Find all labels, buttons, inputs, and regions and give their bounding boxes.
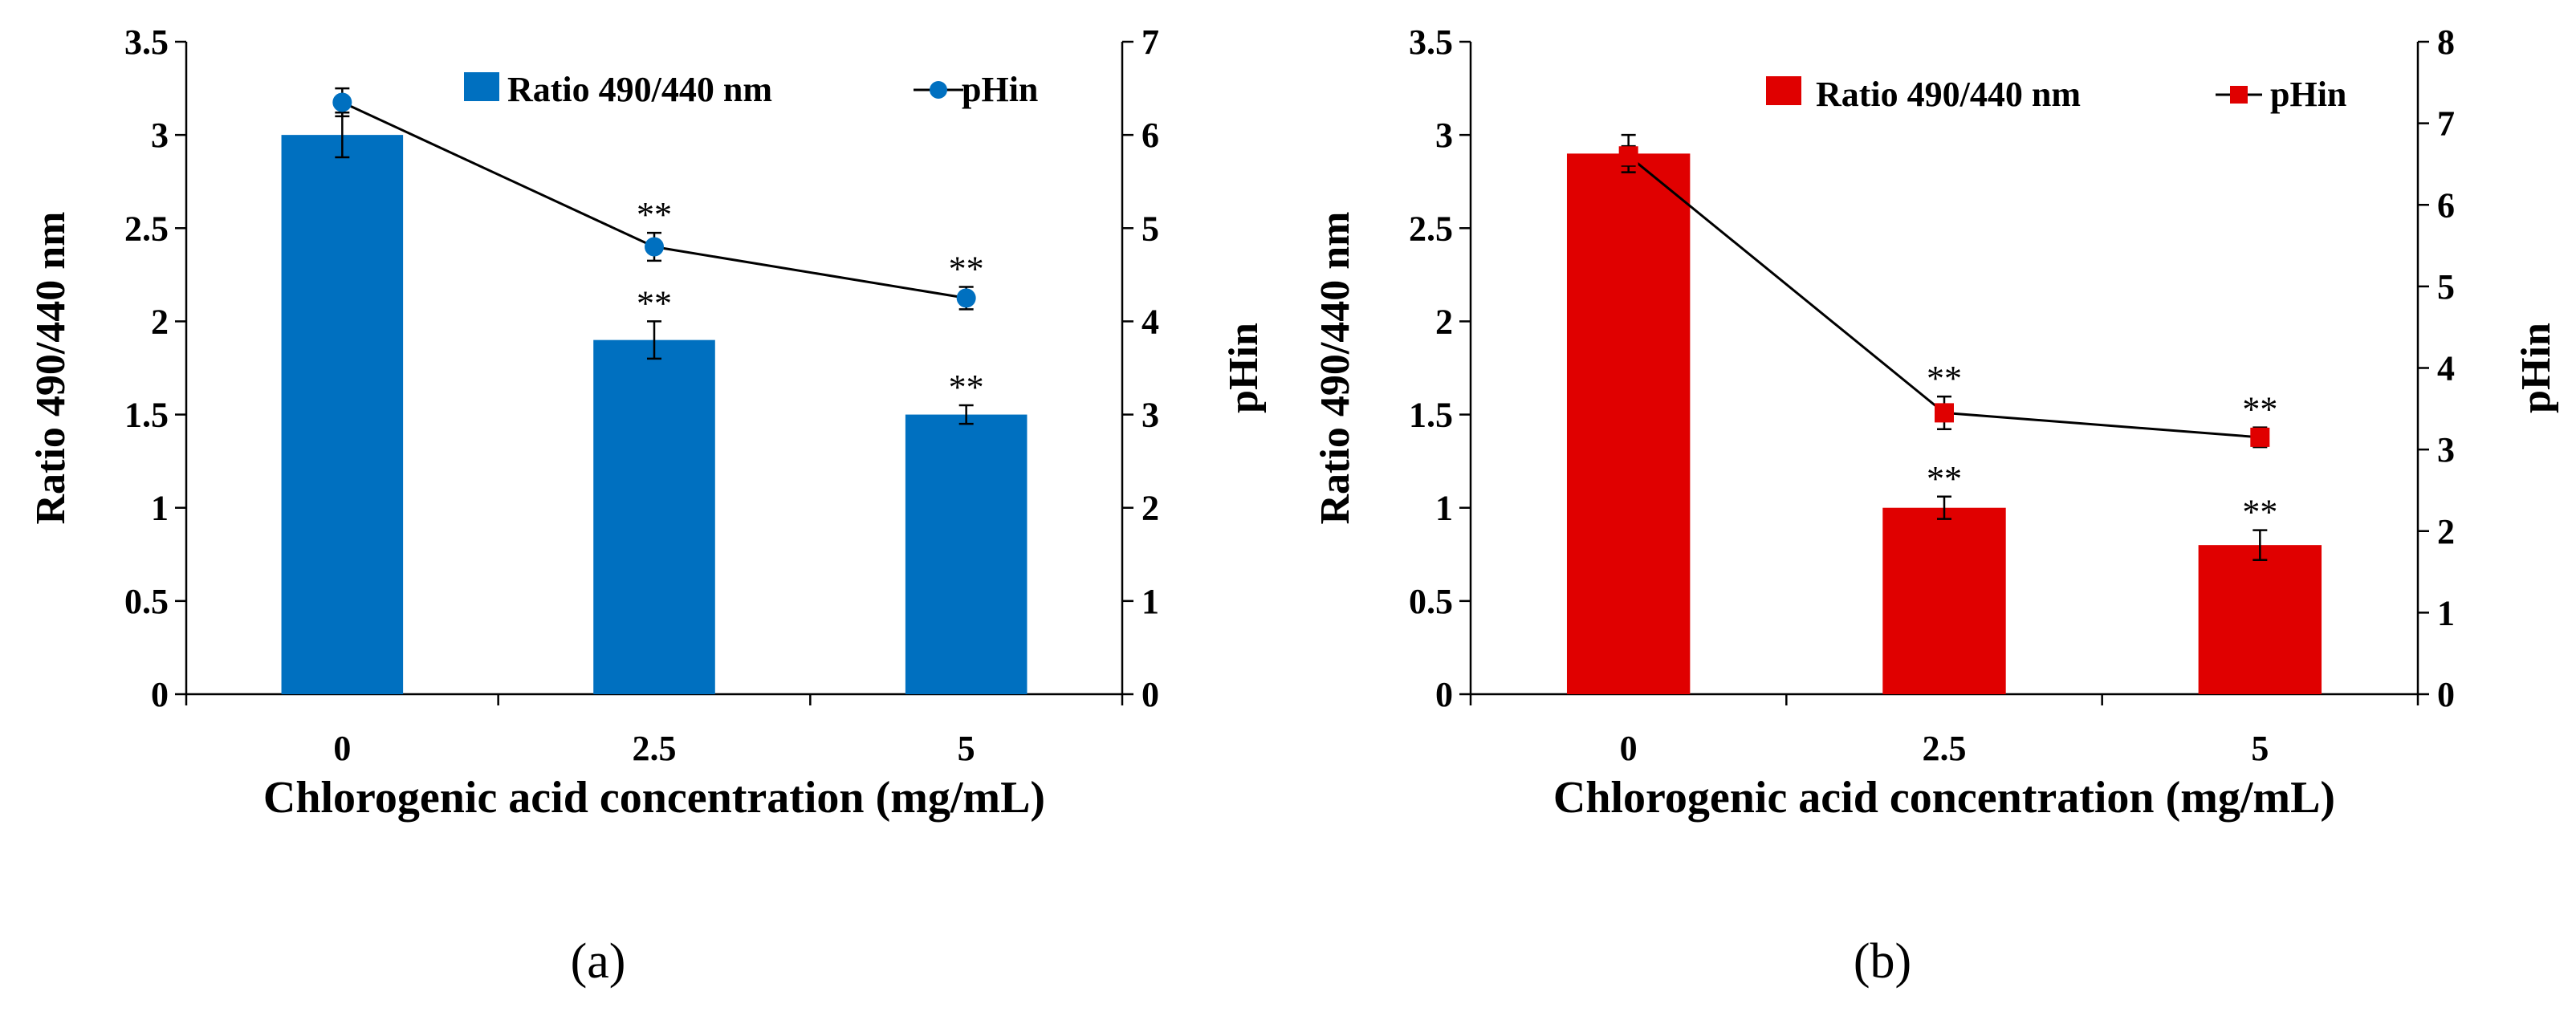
y2-tick-label: 5 <box>1141 209 1159 248</box>
point-significance-label: ** <box>637 195 672 234</box>
phin-point <box>645 237 664 257</box>
point-significance-label: ** <box>949 249 984 288</box>
y-tick-label: 2 <box>151 302 169 341</box>
phin-point <box>956 288 976 308</box>
y2-tick-label: 1 <box>1141 582 1159 621</box>
y-tick-label: 1 <box>151 489 169 528</box>
y-tick-label: 3.5 <box>1409 22 1453 62</box>
phin-point <box>2250 427 2270 447</box>
legend-marker <box>930 81 947 99</box>
panel-label: (b) <box>1854 934 1911 989</box>
y2-axis-title: pHin <box>2513 323 2559 413</box>
y2-tick-label: 7 <box>1141 22 1159 62</box>
legend-bar-swatch <box>464 72 499 101</box>
chart-panel-b: 0 0.5 1 1.5 2 2.5 3 3.5 0 1 2 3 4 5 6 7 8 0 2.5 5 ** ** ** ** Ra… <box>1312 22 2559 989</box>
phin-point <box>1618 146 1638 166</box>
y-tick-label: 3.5 <box>124 22 169 62</box>
legend-bar-swatch <box>1766 76 1801 105</box>
bar <box>281 135 404 695</box>
legend-line-label: pHin <box>962 70 1038 109</box>
legend-bar-label: Ratio 490/440 nm <box>507 70 772 109</box>
y-tick-label: 0.5 <box>124 582 169 621</box>
y2-tick-label: 4 <box>1141 302 1159 341</box>
bar-significance-label: ** <box>1927 459 1962 498</box>
panel-label: (a) <box>571 934 626 989</box>
y-axis-title: Ratio 490/440 nm <box>28 212 74 525</box>
y2-tick-label: 8 <box>2437 22 2455 62</box>
y-tick-label: 3 <box>151 116 169 155</box>
y2-tick-label: 6 <box>1141 116 1159 155</box>
bar <box>1566 153 1691 694</box>
bar <box>1882 507 2006 694</box>
y2-tick-label: 4 <box>2437 349 2455 388</box>
y-tick-label: 2.5 <box>1409 209 1453 248</box>
y-tick-label: 2 <box>1435 302 1453 341</box>
bar-significance-label: ** <box>637 283 672 323</box>
x-tick-label: 5 <box>2251 729 2269 768</box>
x-tick-label: 2.5 <box>1923 729 1967 768</box>
bar <box>905 414 1028 694</box>
y-tick-label: 1.5 <box>124 396 169 435</box>
y2-tick-label: 7 <box>2437 104 2455 144</box>
point-significance-label: ** <box>1927 359 1962 398</box>
y2-tick-label: 1 <box>2437 593 2455 632</box>
bar <box>2198 545 2322 694</box>
y2-tick-label: 0 <box>1141 675 1159 714</box>
chart-panel-a: 0 0.5 1 1.5 2 2.5 3 3.5 0 1 2 3 4 5 6 7 0 2.5 5 ** ** ** ** Rat… <box>28 22 1267 989</box>
y-tick-label: 2.5 <box>124 209 169 248</box>
y-tick-label: 0 <box>151 675 169 714</box>
bar-significance-label: ** <box>2242 493 2277 532</box>
phin-point <box>332 92 352 112</box>
y2-tick-label: 0 <box>2437 675 2455 714</box>
x-axis-title: Chlorogenic acid concentration (mg/mL) <box>263 773 1045 823</box>
y-tick-label: 1 <box>1435 489 1453 528</box>
y2-axis-title: pHin <box>1221 323 1267 413</box>
x-tick-label: 2.5 <box>633 729 677 768</box>
x-axis-title: Chlorogenic acid concentration (mg/mL) <box>1553 773 2335 823</box>
legend-line-label: pHin <box>2270 75 2346 114</box>
y-tick-label: 1.5 <box>1409 396 1453 435</box>
y2-tick-label: 2 <box>2437 512 2455 551</box>
legend-bar-label: Ratio 490/440 nm <box>1816 75 2081 114</box>
point-significance-label: ** <box>2242 390 2277 429</box>
x-tick-label: 5 <box>958 729 975 768</box>
legend-marker <box>2230 86 2248 104</box>
y2-tick-label: 5 <box>2437 267 2455 307</box>
x-tick-label: 0 <box>1620 729 1638 768</box>
y2-tick-label: 2 <box>1141 489 1159 528</box>
y2-tick-label: 3 <box>1141 396 1159 435</box>
y-axis-title: Ratio 490/440 nm <box>1312 212 1358 525</box>
x-tick-label: 0 <box>333 729 351 768</box>
bar-significance-label: ** <box>949 368 984 407</box>
y2-tick-label: 6 <box>2437 185 2455 225</box>
bar <box>593 339 715 694</box>
y-tick-label: 3 <box>1435 116 1453 155</box>
y-tick-label: 0.5 <box>1409 582 1453 621</box>
y-tick-label: 0 <box>1435 675 1453 714</box>
phin-point <box>1935 403 1954 423</box>
y2-tick-label: 3 <box>2437 430 2455 469</box>
